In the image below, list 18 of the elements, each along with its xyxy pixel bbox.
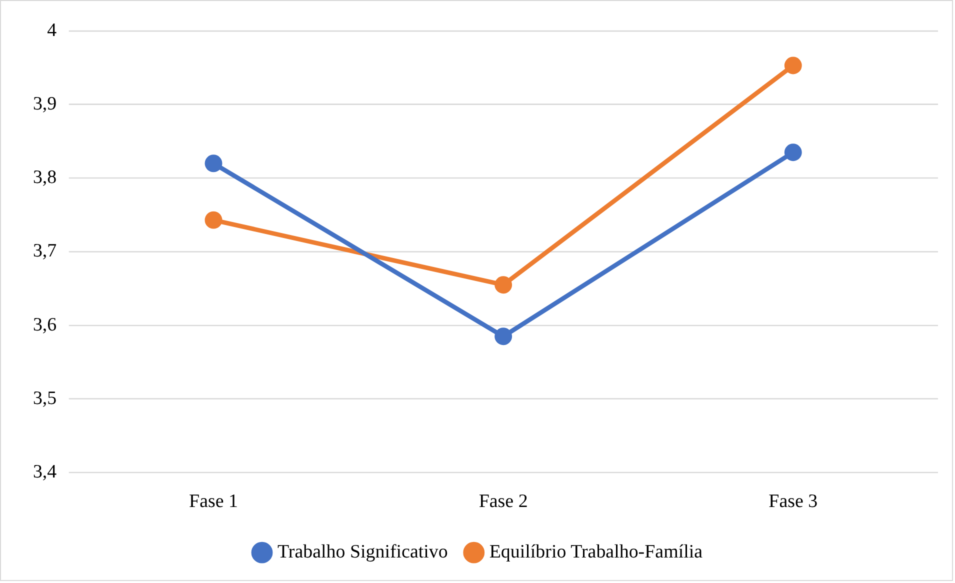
y-tick-label: 3,4 xyxy=(32,462,58,483)
x-tick-label: Fase 2 xyxy=(478,490,528,512)
x-tick-label: Fase 1 xyxy=(189,490,238,512)
y-tick-label: 3,7 xyxy=(32,240,57,262)
point xyxy=(204,154,222,172)
point xyxy=(494,328,512,346)
y-tick-label: 3,9 xyxy=(32,93,57,114)
y-tick-label: 3,8 xyxy=(32,167,57,188)
point xyxy=(784,144,802,162)
y-tick-label: 3,5 xyxy=(32,388,57,409)
point xyxy=(494,276,512,294)
legend-label: Equilíbrio Trabalho-Família xyxy=(489,542,704,563)
y-tick-label: 4 xyxy=(47,20,58,41)
point xyxy=(204,211,222,229)
point xyxy=(784,56,802,74)
y-tick-label: 3,6 xyxy=(32,314,57,336)
legend-label: Trabalho Significativo xyxy=(277,542,448,563)
x-tick-label: Fase 3 xyxy=(768,490,818,512)
